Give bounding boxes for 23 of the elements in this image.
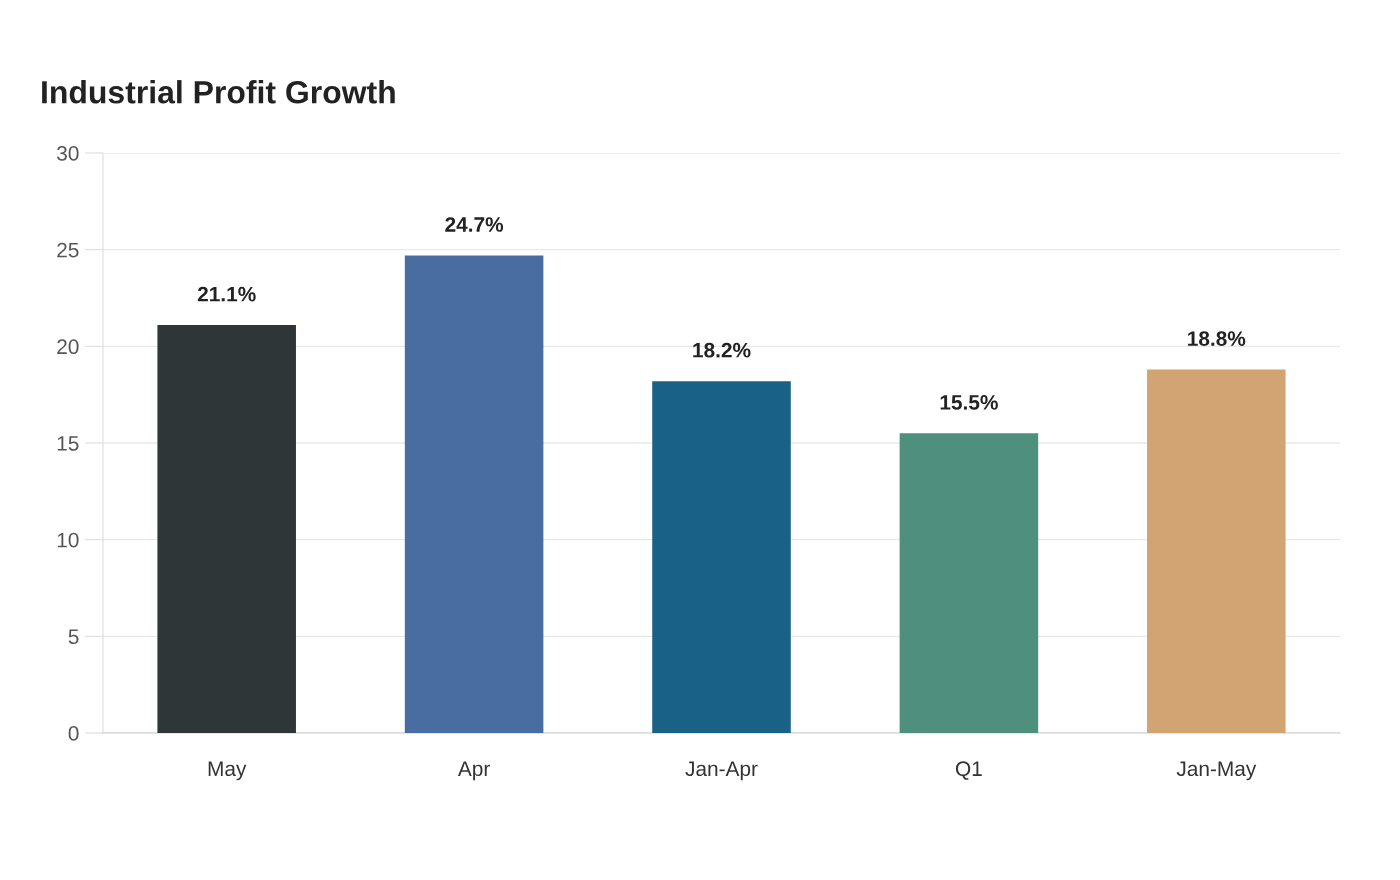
y-tick-label: 10 — [57, 532, 79, 548]
bar — [1147, 369, 1286, 733]
x-tick-label: Jan-May — [1176, 761, 1257, 781]
data-label: 21.1% — [197, 286, 256, 302]
y-tick-label: 5 — [68, 629, 79, 645]
x-tick-label: Q1 — [955, 761, 982, 780]
data-label: 18.2% — [693, 342, 751, 358]
bar — [404, 255, 544, 733]
y-tick-label: 15 — [57, 436, 79, 451]
data-label: 24.7% — [445, 217, 504, 232]
y-tick-label: 20 — [57, 339, 79, 355]
y-tick-label: 30 — [57, 146, 79, 161]
x-tick-label: Apr — [457, 761, 490, 781]
data-label: 15.5% — [940, 395, 998, 410]
y-tick-label: 0 — [68, 726, 79, 741]
x-tick-label: May — [208, 761, 247, 781]
chart-title: Industrial Profit Growth — [42, 80, 395, 104]
y-tick-label: 25 — [57, 242, 79, 258]
bar — [899, 433, 1039, 733]
data-label: 18.8% — [1188, 331, 1246, 346]
bar — [157, 325, 296, 733]
x-tick-label: Jan-Apr — [685, 761, 758, 781]
bar — [652, 381, 791, 733]
